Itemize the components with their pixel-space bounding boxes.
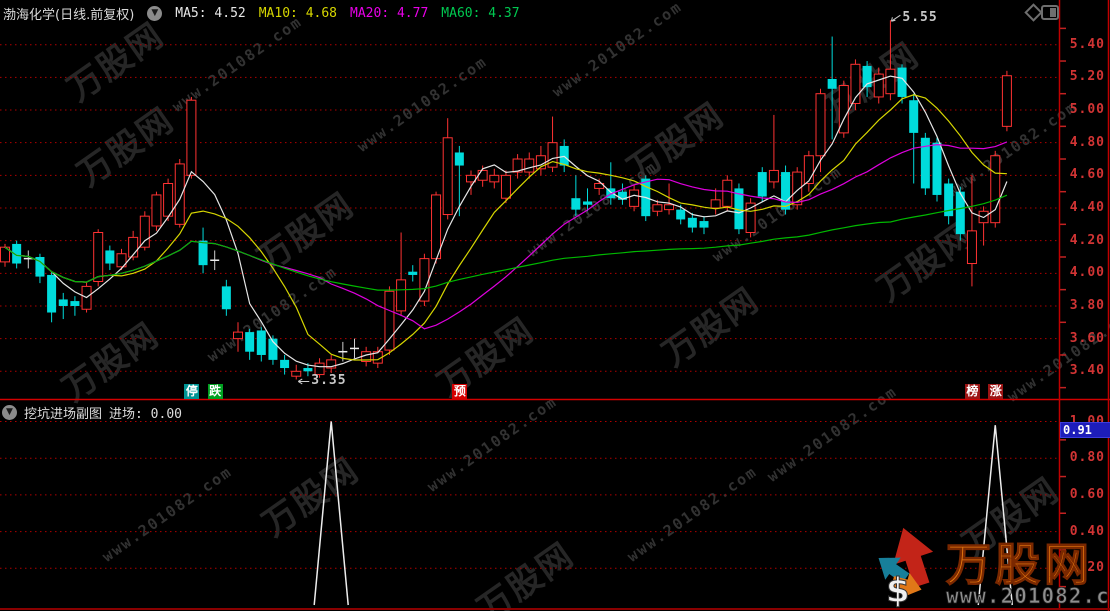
indicator-axis-label: 0.80 [1069, 450, 1105, 466]
indicator-value: 进场: 0.00 [109, 407, 182, 422]
gridlines-layer [0, 27, 1066, 588]
axis-value-tag: 0.91 [1060, 422, 1110, 438]
price-axis-label: 4.00 [1069, 265, 1105, 281]
logo-orange-arrow-icon [891, 572, 922, 598]
price-axis-label: 5.20 [1069, 69, 1105, 85]
logo-red-arrow-icon [893, 527, 934, 588]
ma5-legend: MA5: 4.52 [175, 5, 246, 21]
candles-layer [0, 20, 1012, 380]
price-axis-label: 4.80 [1069, 134, 1105, 150]
site-logo: $ 万股网 www.201082.com [870, 524, 1110, 611]
moving-averages-layer [4, 75, 1008, 368]
trough-annotation: 3.35 [311, 373, 347, 389]
page-title: 渤海化学(日线.前复权) [3, 7, 135, 23]
indicator-axis-label: 0.60 [1069, 486, 1105, 502]
event-badge: 预 [452, 384, 468, 399]
logo-brand: 万股网 [946, 538, 1093, 591]
event-badge: 停 [184, 384, 200, 399]
logo-url: www.201082.com [946, 584, 1110, 608]
indicator-axis-label: 0.40 [1069, 523, 1105, 539]
price-axis-label: 3.80 [1069, 297, 1105, 313]
event-badge: 跌 [207, 384, 223, 399]
annotation-arrows-layer [297, 14, 901, 385]
price-axis-label: 4.60 [1069, 167, 1105, 183]
event-badge: 榜 [964, 384, 980, 399]
price-axis-label: 5.00 [1069, 102, 1105, 118]
event-badge: 涨 [988, 384, 1004, 399]
price-axis-label: 4.20 [1069, 232, 1105, 248]
indicator-title: 挖坑进场副图 [24, 407, 103, 422]
indicator-header: ▼ 挖坑进场副图 进场: 0.00 [2, 403, 182, 422]
price-axis-label: 3.40 [1069, 363, 1105, 379]
indicator-signal-layer [313, 421, 1013, 606]
ma10-legend: MA10: 4.68 [258, 5, 338, 21]
chevron-down-icon[interactable]: ▼ [147, 5, 163, 21]
ma60-legend: MA60: 4.37 [441, 5, 520, 21]
layout-icon[interactable] [1041, 5, 1059, 20]
peak-annotation: 5.55 [902, 10, 938, 26]
indicator-axis-label: 0.20 [1069, 560, 1105, 576]
ma20-legend: MA20: 4.77 [350, 5, 429, 21]
price-axis-label: 5.40 [1069, 36, 1105, 52]
price-axis-label: 3.60 [1069, 330, 1105, 346]
logo-teal-arrow-icon [878, 557, 910, 584]
logo-dollar-icon: $ [886, 571, 910, 608]
chart-header: 渤海化学(日线.前复权) ▼ MA5: 4.52 MA10: 4.68 MA20… [3, 4, 520, 23]
price-axis-label: 4.40 [1069, 200, 1105, 215]
chevron-down-icon[interactable]: ▼ [2, 405, 17, 420]
